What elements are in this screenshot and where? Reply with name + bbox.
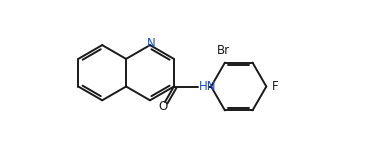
Text: O: O <box>158 100 168 113</box>
Text: N: N <box>147 37 155 50</box>
Text: F: F <box>272 80 278 93</box>
Text: Br: Br <box>217 44 230 57</box>
Text: HN: HN <box>199 80 216 93</box>
